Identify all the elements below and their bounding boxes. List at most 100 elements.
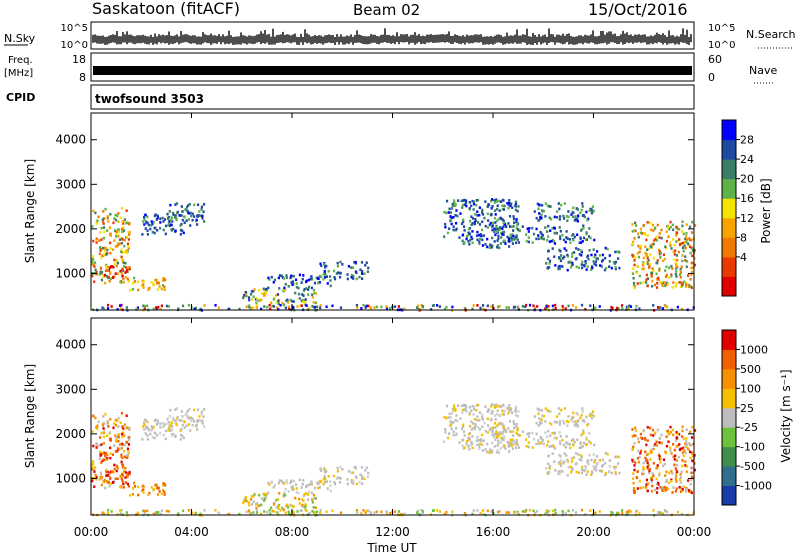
power-echo-319 (184, 208, 187, 211)
velocity-echo-964 (490, 403, 494, 406)
x-axis-label: Time UT (366, 541, 417, 554)
velocity-cbar-label-7: -1000 (740, 480, 772, 493)
velocity-echo-52 (103, 486, 107, 490)
velocity-echo-435 (270, 506, 273, 510)
power-echo-710 (451, 305, 454, 309)
power-echo-1429 (671, 223, 674, 227)
velocity-echo-1223 (580, 455, 583, 459)
velocity-echo-1430 (655, 444, 658, 447)
velocity-echo-1367 (674, 489, 677, 493)
power-echo-1381 (638, 250, 641, 254)
power-echo-933 (512, 217, 516, 221)
power-echo-274 (152, 220, 155, 224)
velocity-echo-1138 (536, 407, 539, 411)
power-echo-54 (95, 273, 98, 276)
power-echo-808 (516, 222, 519, 225)
velocity-echo-430 (252, 511, 255, 514)
power-echo-512 (323, 276, 327, 279)
power-echo-389 (294, 291, 297, 295)
velocity-echo-507 (333, 480, 336, 484)
velocity-echo-766 (493, 421, 497, 425)
velocity-echo-90 (114, 418, 117, 422)
velocity-echo-672 (238, 512, 241, 516)
velocity-echo-849 (450, 412, 454, 415)
velocity-echo-949 (489, 448, 492, 452)
power-echo-461 (313, 281, 317, 285)
velocity-echo-521 (336, 466, 339, 470)
velocity-echo-1294 (641, 468, 645, 472)
power-echo-217 (140, 284, 143, 288)
velocity-echo-901 (443, 440, 446, 443)
velocity-echo-1078 (588, 440, 591, 443)
power-echo-997 (513, 221, 516, 225)
velocity-echo-853 (474, 424, 478, 427)
power-echo-451 (270, 275, 273, 279)
velocity-echo-102 (117, 432, 120, 436)
power-echo-1105 (585, 231, 588, 234)
power-echo-418 (290, 299, 293, 303)
power-echo-1364 (646, 284, 649, 288)
velocity-echo-1248 (595, 468, 598, 472)
velocity-echo-313 (196, 408, 200, 412)
power-echo-822 (503, 240, 506, 244)
power-echo-206 (148, 286, 151, 290)
power-echo-398 (308, 306, 311, 310)
power-echo-1218 (580, 263, 583, 266)
power-echo-508 (363, 272, 366, 276)
velocity-echo-477 (282, 482, 286, 485)
xtick-label-0: 00:00 (74, 525, 109, 539)
velocity-echo-444 (271, 509, 274, 513)
power-echo-345 (198, 214, 201, 217)
velocity-echo-780 (443, 415, 446, 419)
velocity-echo-562 (659, 511, 662, 514)
power-echo-1220 (570, 265, 573, 269)
velocity-echo-1321 (670, 452, 673, 455)
velocity-echo-1334 (691, 459, 694, 463)
power-echo-358 (312, 301, 315, 304)
power-echo-1464 (643, 231, 647, 235)
power-echo-837 (507, 206, 510, 210)
power-echo-1430 (655, 239, 658, 242)
power-echo-1263 (586, 255, 589, 259)
power-echo-884 (501, 208, 504, 211)
velocity-echo-1188 (590, 473, 593, 476)
velocity-echo-247 (182, 436, 185, 440)
power-echo-348 (180, 205, 183, 208)
velocity-cbar-seg-0 (722, 485, 736, 506)
velocity-echo-503 (350, 478, 353, 482)
velocity-echo-1023 (494, 433, 497, 437)
velocity-echo-1152 (591, 415, 594, 419)
power-echo-1219 (616, 250, 619, 254)
velocity-echo-74 (102, 415, 105, 418)
power-echo-1060 (515, 235, 518, 239)
power-echo-9 (123, 250, 127, 254)
power-echo-660 (589, 304, 592, 308)
power-echo-1019 (581, 240, 584, 243)
freq-label-1: Freq. (8, 55, 33, 66)
velocity-echo-416 (244, 496, 248, 499)
velocity-echo-262 (145, 425, 148, 429)
power-echo-501 (302, 274, 305, 277)
power-echo-157 (102, 226, 106, 229)
velocity-echo-161 (118, 443, 122, 446)
velocity-echo-540 (364, 468, 367, 472)
power-echo-41 (91, 263, 94, 266)
velocity-echo-864 (452, 420, 455, 424)
power-echo-1396 (631, 242, 634, 246)
power-echo-467 (285, 276, 288, 279)
velocity-echo-210 (156, 493, 160, 496)
velocity-echo-23 (109, 446, 112, 450)
velocity-echo-1168 (572, 420, 575, 424)
power-echo-941 (490, 246, 493, 249)
velocity-echo-1510 (646, 439, 649, 442)
velocity-echo-1461 (661, 489, 664, 493)
power-echo-990 (491, 228, 494, 232)
power-echo-287 (154, 226, 157, 230)
power-echo-434 (296, 305, 299, 308)
power-echo-1288 (547, 266, 551, 269)
power-echo-62 (118, 242, 121, 246)
velocity-echo-86 (122, 424, 125, 428)
power-echo-8 (101, 254, 104, 258)
velocity-echo-1056 (540, 440, 543, 444)
power-echo-167 (91, 255, 95, 258)
